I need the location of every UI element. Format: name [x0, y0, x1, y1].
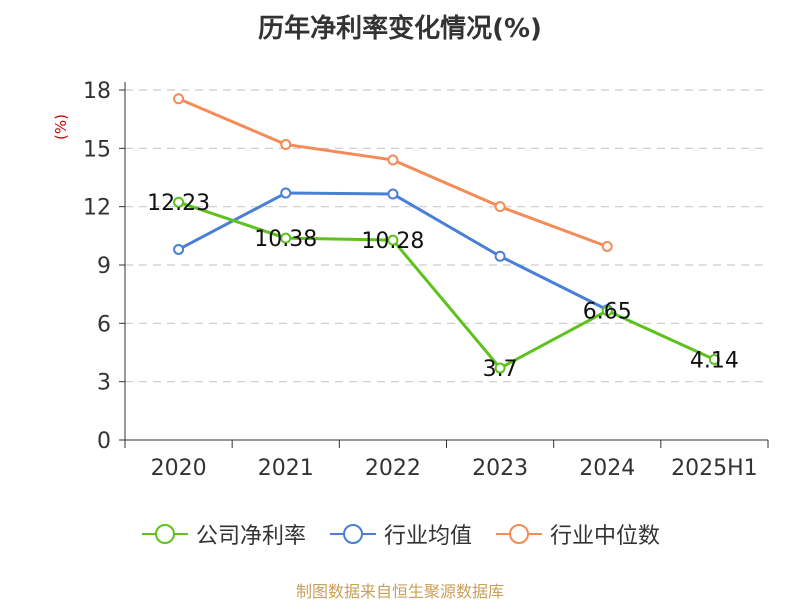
data-label: 10.28	[361, 229, 424, 254]
x-tick-label: 2022	[365, 456, 421, 481]
data-point-1	[280, 187, 292, 199]
data-label: 4.14	[690, 349, 739, 374]
y-tick-label: 0	[97, 429, 111, 454]
legend-label-company: 公司净利率	[195, 524, 306, 549]
series-line-0	[178, 200, 716, 370]
y-tick-label: 12	[83, 196, 111, 221]
legend-swatch-industry-mean	[329, 524, 376, 544]
data-point-2	[601, 241, 613, 253]
legend-item-industry-mean[interactable]: 行业均值	[328, 518, 472, 550]
source-note: 制图数据来自恒生聚源数据库	[295, 582, 504, 601]
legend-item-company[interactable]: 公司净利率	[140, 518, 306, 550]
x-tick-label: 2021	[258, 456, 314, 481]
data-point-1	[494, 250, 506, 262]
data-label: 12.23	[147, 191, 210, 216]
x-tick-label: 2025H1	[671, 456, 758, 481]
legend-label-industry-median: 行业中位数	[550, 524, 661, 549]
data-label: 10.38	[254, 227, 317, 252]
data-point-2	[387, 154, 399, 166]
data-point-2	[494, 201, 506, 213]
x-tick-label: 2023	[472, 456, 528, 481]
data-point-0	[173, 196, 185, 208]
legend-item-industry-median[interactable]: 行业中位数	[494, 518, 660, 550]
data-point-1	[173, 243, 185, 255]
legend-swatch-company	[141, 524, 188, 544]
data-point-0	[494, 362, 506, 374]
y-tick-label: 15	[83, 137, 111, 162]
data-point-0	[387, 234, 399, 246]
data-label: 6.65	[583, 300, 632, 325]
y-tick-label: 18	[83, 79, 111, 104]
legend: 公司净利率 行业均值 行业中位数	[0, 518, 800, 550]
data-point-0	[708, 354, 720, 365]
data-point-0	[280, 232, 292, 244]
y-tick-label: 9	[97, 254, 111, 279]
data-point-0	[601, 305, 613, 317]
legend-label-industry-mean: 行业均值	[383, 524, 472, 549]
x-tick-label: 2020	[151, 456, 207, 481]
data-point-1	[387, 188, 399, 200]
data-point-2	[173, 93, 185, 105]
y-tick-label: 3	[97, 371, 111, 396]
data-point-2	[280, 138, 292, 150]
y-tick-label: 6	[97, 312, 111, 337]
chart-title: 历年净利率变化情况(%)	[258, 14, 542, 44]
legend-swatch-industry-median	[496, 524, 542, 544]
data-label: 3.7	[483, 357, 518, 382]
x-tick-label: 2024	[579, 456, 635, 481]
